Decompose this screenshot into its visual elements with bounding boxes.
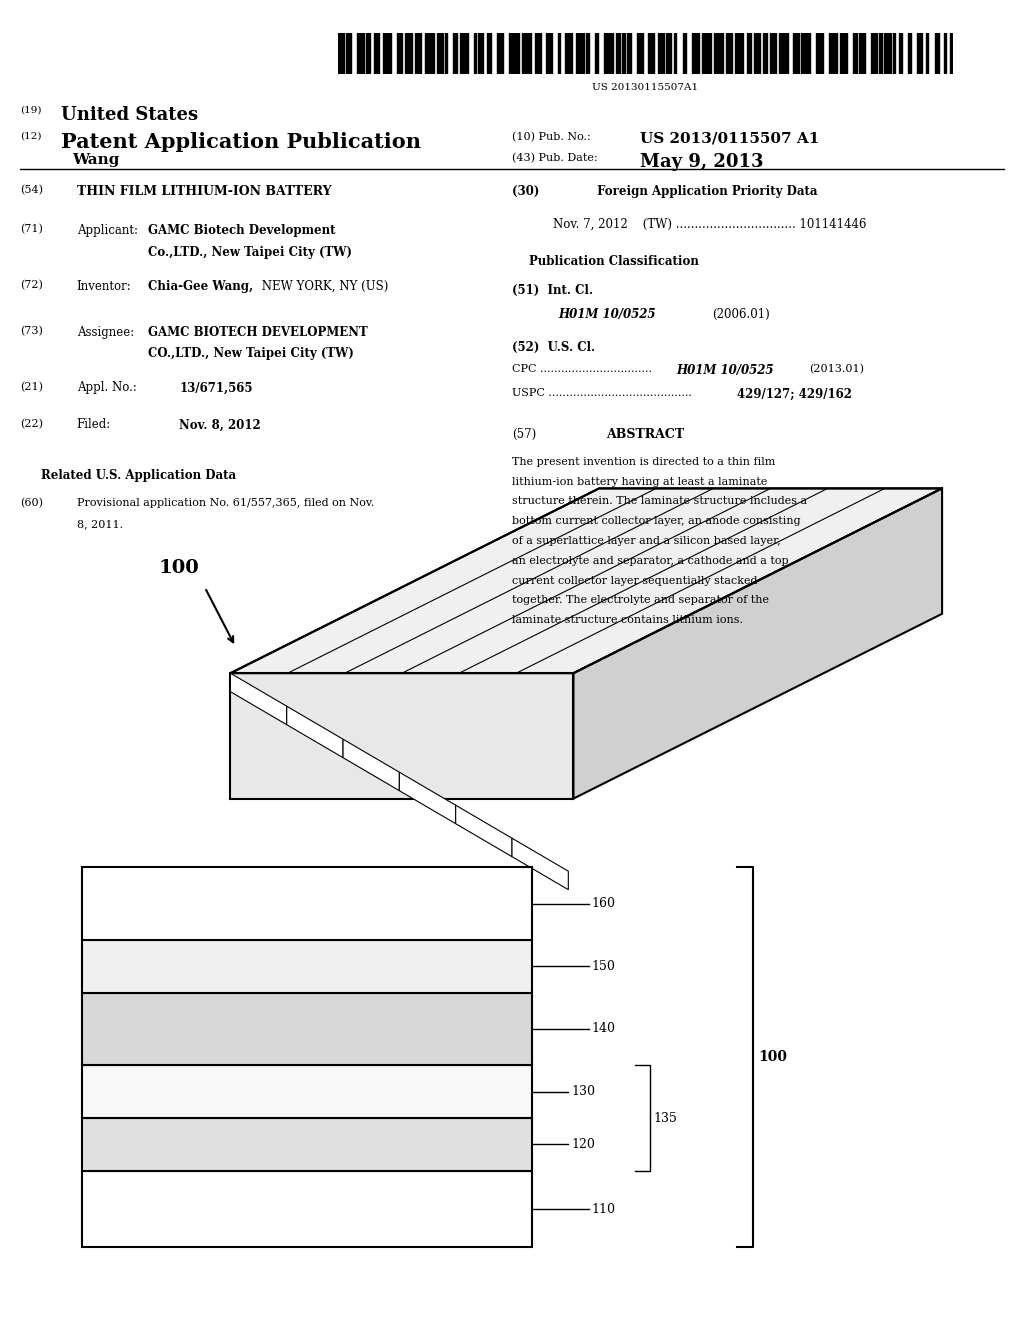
Text: structure therein. The laminate structure includes a: structure therein. The laminate structur… <box>512 496 807 507</box>
Bar <box>82 1065 532 1118</box>
Text: Chia-Gee Wang,: Chia-Gee Wang, <box>148 280 254 293</box>
Text: 150: 150 <box>592 960 615 973</box>
Text: Appl. No.:: Appl. No.: <box>77 381 136 395</box>
Text: (51)  Int. Cl.: (51) Int. Cl. <box>512 284 593 297</box>
Text: Inventor:: Inventor: <box>77 280 131 293</box>
Text: 100: 100 <box>159 558 200 577</box>
Text: (52)  U.S. Cl.: (52) U.S. Cl. <box>512 341 595 354</box>
Text: GAMC Biotech Development: GAMC Biotech Development <box>148 224 336 238</box>
Text: (43) Pub. Date:: (43) Pub. Date: <box>512 153 598 164</box>
Polygon shape <box>230 673 287 725</box>
Text: (10) Pub. No.:: (10) Pub. No.: <box>512 132 591 143</box>
Text: 429/127; 429/162: 429/127; 429/162 <box>737 388 852 401</box>
Text: (22): (22) <box>20 418 43 429</box>
Text: 100: 100 <box>758 1051 786 1064</box>
Text: 13/671,565: 13/671,565 <box>179 381 253 395</box>
Bar <box>82 993 532 1065</box>
Bar <box>82 940 532 993</box>
Text: laminate structure contains lithium ions.: laminate structure contains lithium ions… <box>512 615 743 626</box>
Text: Applicant:: Applicant: <box>77 224 138 238</box>
Text: lithium-ion battery having at least a laminate: lithium-ion battery having at least a la… <box>512 477 767 487</box>
Text: H01M 10/0525: H01M 10/0525 <box>676 364 773 378</box>
Text: 130: 130 <box>571 1085 595 1098</box>
Polygon shape <box>287 706 343 758</box>
Text: (72): (72) <box>20 280 43 290</box>
Polygon shape <box>512 838 568 890</box>
Text: (73): (73) <box>20 326 43 337</box>
Text: (60): (60) <box>20 498 43 508</box>
Text: Wang: Wang <box>72 153 119 168</box>
Text: (21): (21) <box>20 381 43 392</box>
Text: NEW YORK, NY (US): NEW YORK, NY (US) <box>258 280 388 293</box>
Text: 110: 110 <box>592 1203 615 1216</box>
Text: Assignee:: Assignee: <box>77 326 134 339</box>
Polygon shape <box>343 739 399 791</box>
Text: Patent Application Publication: Patent Application Publication <box>61 132 422 152</box>
Polygon shape <box>573 488 942 799</box>
Text: Publication Classification: Publication Classification <box>529 255 699 268</box>
Text: ABSTRACT: ABSTRACT <box>606 428 684 441</box>
Text: (2006.01): (2006.01) <box>712 308 769 321</box>
Polygon shape <box>399 772 456 824</box>
Bar <box>82 1171 532 1247</box>
Text: US 2013/0115507 A1: US 2013/0115507 A1 <box>640 132 819 147</box>
Text: (19): (19) <box>20 106 42 115</box>
Text: Related U.S. Application Data: Related U.S. Application Data <box>41 469 236 482</box>
Text: United States: United States <box>61 106 199 124</box>
Text: (30)              Foreign Application Priority Data: (30) Foreign Application Priority Data <box>512 185 817 198</box>
Text: The present invention is directed to a thin film: The present invention is directed to a t… <box>512 457 775 467</box>
Text: H01M 10/0525: H01M 10/0525 <box>558 308 655 321</box>
Bar <box>82 867 532 940</box>
Text: May 9, 2013: May 9, 2013 <box>640 153 764 172</box>
Text: Provisional application No. 61/557,365, filed on Nov.: Provisional application No. 61/557,365, … <box>77 498 374 508</box>
Text: 140: 140 <box>592 1023 615 1035</box>
Text: (71): (71) <box>20 224 43 235</box>
Text: 120: 120 <box>571 1138 595 1151</box>
Text: US 20130115507A1: US 20130115507A1 <box>592 83 698 92</box>
Text: 135: 135 <box>653 1111 677 1125</box>
Text: (54): (54) <box>20 185 43 195</box>
Text: 8, 2011.: 8, 2011. <box>77 519 123 529</box>
Text: Nov. 7, 2012    (TW) ................................ 101141446: Nov. 7, 2012 (TW) ......................… <box>553 218 866 231</box>
Polygon shape <box>230 673 573 799</box>
Text: current collector layer sequentially stacked: current collector layer sequentially sta… <box>512 576 758 586</box>
Text: together. The electrolyte and separator of the: together. The electrolyte and separator … <box>512 595 769 606</box>
Polygon shape <box>456 805 512 857</box>
Text: (2013.01): (2013.01) <box>809 364 864 375</box>
Text: 160: 160 <box>592 898 615 909</box>
Text: CO.,LTD., New Taipei City (TW): CO.,LTD., New Taipei City (TW) <box>148 347 354 360</box>
Text: bottom current collector layer, an anode consisting: bottom current collector layer, an anode… <box>512 516 801 527</box>
Text: an electrolyte and separator, a cathode and a top: an electrolyte and separator, a cathode … <box>512 556 788 566</box>
Text: Nov. 8, 2012: Nov. 8, 2012 <box>179 418 261 432</box>
Text: THIN FILM LITHIUM-ION BATTERY: THIN FILM LITHIUM-ION BATTERY <box>77 185 332 198</box>
Text: (57): (57) <box>512 428 537 441</box>
Text: Filed:: Filed: <box>77 418 111 432</box>
Polygon shape <box>230 488 942 673</box>
Text: USPC .........................................: USPC ...................................… <box>512 388 692 399</box>
Text: CPC ................................: CPC ................................ <box>512 364 652 375</box>
Text: of a superlattice layer and a silicon based layer,: of a superlattice layer and a silicon ba… <box>512 536 780 546</box>
Bar <box>82 1118 532 1171</box>
Text: (12): (12) <box>20 132 42 141</box>
Text: GAMC BIOTECH DEVELOPMENT: GAMC BIOTECH DEVELOPMENT <box>148 326 369 339</box>
Text: Co.,LTD., New Taipei City (TW): Co.,LTD., New Taipei City (TW) <box>148 246 352 259</box>
